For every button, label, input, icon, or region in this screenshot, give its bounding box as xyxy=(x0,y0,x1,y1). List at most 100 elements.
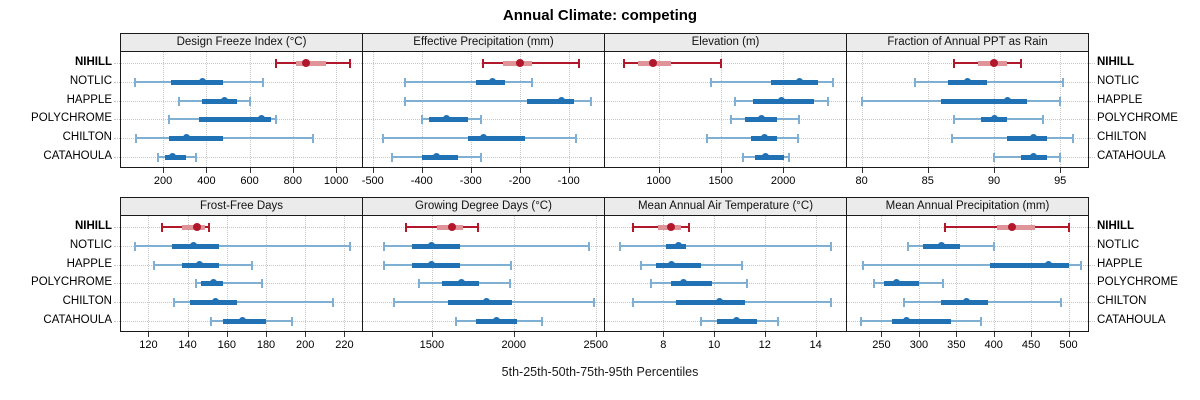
grid-line-horizontal xyxy=(121,157,362,158)
axis-tick-label: 400 xyxy=(984,339,1003,351)
iqr-band xyxy=(883,281,919,286)
median-dot xyxy=(733,317,741,324)
iqr-band xyxy=(655,263,702,268)
axis-tick xyxy=(918,332,920,337)
site-label-right-catahoula: CATAHOULA xyxy=(1097,150,1166,162)
panel-plot-area xyxy=(846,52,1089,168)
whisker-cap xyxy=(194,279,197,288)
whisker-line xyxy=(624,62,721,64)
grid-line-vertical xyxy=(148,216,150,331)
whisker-cap xyxy=(687,223,690,232)
whisker-cap xyxy=(479,115,482,124)
whisker-cap xyxy=(860,97,863,106)
median-dot xyxy=(489,78,497,85)
grid-line-horizontal xyxy=(847,283,1088,284)
median-dot xyxy=(427,242,435,249)
whisker-cap xyxy=(623,59,626,68)
grid-line-vertical xyxy=(881,216,883,331)
whisker-line xyxy=(620,245,831,247)
grid-stub-left xyxy=(114,302,120,303)
grid-line-vertical xyxy=(344,216,346,331)
grid-line-horizontal xyxy=(363,119,604,120)
whisker-cap xyxy=(312,134,315,143)
whisker-cap xyxy=(719,59,722,68)
median-dot xyxy=(190,242,197,249)
whisker-cap xyxy=(417,279,420,288)
median-dot xyxy=(761,153,769,160)
grid-line-vertical xyxy=(927,52,929,167)
axis-tick-label: 14 xyxy=(809,339,822,351)
panel-strip: Mean Annual Precipitation (mm) xyxy=(846,197,1089,216)
grid-line-vertical xyxy=(658,52,660,167)
whisker-cap xyxy=(479,153,482,162)
panel-title: Growing Degree Days (°C) xyxy=(415,200,552,212)
site-label-left-notlic: NOTLIC xyxy=(69,75,112,87)
grid-line-horizontal xyxy=(605,119,846,120)
median-dot xyxy=(902,317,910,324)
site-label-left-chilton: CHILTON xyxy=(62,131,112,143)
grid-stub-left xyxy=(114,101,120,102)
panel-strip: Fraction of Annual PPT as Rain xyxy=(846,33,1089,52)
axis-tick xyxy=(881,332,883,337)
median-dot xyxy=(457,279,465,286)
grid-stub-right xyxy=(1089,283,1095,284)
panel-title: Elevation (m) xyxy=(691,36,760,48)
grid-line-vertical xyxy=(266,216,267,331)
whisker-cap xyxy=(274,115,277,124)
site-label-right-notlic: NOTLIC xyxy=(1097,239,1140,251)
grid-line-vertical xyxy=(421,52,423,167)
grid-stub-left xyxy=(114,283,120,284)
grid-line-horizontal xyxy=(847,157,1088,158)
grid-line-vertical xyxy=(187,216,189,331)
grid-line-vertical xyxy=(292,52,294,167)
whisker-cap xyxy=(248,97,251,106)
site-label-right-chilton: CHILTON xyxy=(1097,131,1147,143)
axis-tick xyxy=(226,332,228,337)
median-dot xyxy=(193,223,202,231)
median-dot xyxy=(1003,97,1011,104)
grid-line-vertical xyxy=(305,216,307,331)
whisker-cap xyxy=(393,298,396,307)
grid-stub-right xyxy=(1089,101,1095,102)
whisker-cap xyxy=(631,223,634,232)
chart-title: Annual Climate: competing xyxy=(502,7,698,24)
grid-stub-left xyxy=(114,227,120,228)
grid-line-horizontal xyxy=(363,157,604,158)
whisker-cap xyxy=(508,279,511,288)
axis-tick-label: 160 xyxy=(217,339,236,351)
iqr-band xyxy=(1007,136,1047,141)
axis-tick xyxy=(470,168,472,173)
whisker-cap xyxy=(861,261,864,270)
median-dot xyxy=(433,153,440,160)
panel-strip: Design Freeze Index (°C) xyxy=(120,33,363,52)
axis-tick xyxy=(305,332,307,337)
panel-x-axis: 250 300 350 400 450 500 xyxy=(846,332,1089,358)
panel-title: Effective Precipitation (mm) xyxy=(413,36,554,48)
whisker-line xyxy=(134,245,351,247)
whisker-cap xyxy=(349,59,352,68)
grid-line-vertical xyxy=(226,216,228,331)
panel-title: Mean Annual Air Temperature (°C) xyxy=(637,200,814,212)
iqr-band xyxy=(202,99,237,104)
grid-stub-left xyxy=(114,119,120,120)
whisker-cap xyxy=(950,134,953,143)
grid-line-vertical xyxy=(470,52,472,167)
axis-tick xyxy=(927,168,929,173)
whisker-line xyxy=(404,81,532,83)
whisker-cap xyxy=(577,59,580,68)
median-dot xyxy=(892,279,900,286)
grid-stub-left xyxy=(114,321,120,322)
median-dot xyxy=(990,115,998,122)
median-dot xyxy=(239,317,246,324)
whisker-cap xyxy=(953,115,956,124)
whisker-cap xyxy=(455,317,458,326)
axis-tick xyxy=(513,332,515,337)
whisker-cap xyxy=(797,134,799,143)
iqr-band xyxy=(412,244,460,249)
site-label-right-chilton: CHILTON xyxy=(1097,295,1147,307)
axis-tick-label: 250 xyxy=(872,339,891,351)
whisker-cap xyxy=(829,242,832,251)
whisker-cap xyxy=(509,261,512,270)
site-label-left-happle: HAPPLE xyxy=(66,94,112,106)
